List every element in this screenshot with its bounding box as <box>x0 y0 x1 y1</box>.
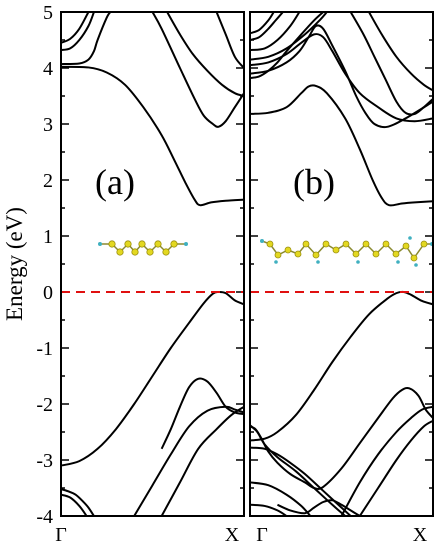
band-line-a-1 <box>61 290 244 467</box>
band-line-b-13 <box>250 424 346 516</box>
panel-label-a: (a) <box>95 162 135 202</box>
band-line-b-19 <box>277 499 361 516</box>
band-line-b-5 <box>250 33 433 123</box>
molecule-structure-b <box>260 236 434 267</box>
band-line-a-12 <box>61 488 95 516</box>
band-line-b-2 <box>250 84 433 207</box>
y-tick-label: -4 <box>36 506 53 528</box>
y-tick-label: 1 <box>43 226 53 248</box>
band-line-a-11 <box>160 405 244 516</box>
band-line-a-10 <box>133 405 244 516</box>
band-line-b-14 <box>250 446 352 516</box>
band-line-a-2 <box>61 65 244 207</box>
band-line-b-1 <box>250 290 433 442</box>
x-tick-x-b: X <box>413 524 428 546</box>
band-line-b-3 <box>250 12 324 80</box>
y-tick-label: -2 <box>36 394 53 416</box>
panel-frame-b <box>249 11 434 517</box>
band-line-a-4 <box>61 12 95 52</box>
band-line-b-15 <box>340 405 433 516</box>
y-tick-label: -1 <box>36 338 53 360</box>
x-tick-gamma-b: Γ <box>256 524 268 546</box>
band-line-a-7 <box>166 12 244 97</box>
band-line-a-5 <box>61 12 90 44</box>
y-tick-label: 0 <box>43 282 53 304</box>
panel-b: (b) Γ X <box>249 11 434 546</box>
y-tick-label: 5 <box>43 2 53 24</box>
y-axis-title: Energy (eV) <box>2 207 27 321</box>
band-line-b-17 <box>250 481 312 516</box>
band-line-a-9 <box>160 377 244 450</box>
panel-label-b: (b) <box>293 162 335 202</box>
band-line-b-7 <box>250 12 301 52</box>
band-line-a-3 <box>61 12 112 66</box>
band-lines-a <box>61 12 244 516</box>
band-line-b-10 <box>349 12 433 116</box>
band-line-a-6 <box>151 12 244 128</box>
band-line-b-8 <box>250 12 284 41</box>
band-line-b-16 <box>358 419 433 516</box>
band-line-b-12 <box>250 386 433 490</box>
band-line-b-4 <box>250 24 433 129</box>
panel-frame-a <box>60 11 245 517</box>
y-tick-label: 4 <box>43 58 53 80</box>
band-line-a-13 <box>61 493 88 516</box>
y-tick-label: -3 <box>36 450 53 472</box>
band-line-b-18 <box>250 503 288 516</box>
y-tick-label: 3 <box>43 114 53 136</box>
band-line-a-8 <box>215 12 244 69</box>
x-tick-x-a: X <box>225 524 240 546</box>
band-line-b-6 <box>250 12 328 61</box>
x-tick-gamma-a: Γ <box>55 524 67 546</box>
band-lines-b <box>250 12 433 516</box>
molecule-structure-a <box>98 240 188 256</box>
band-line-b-9 <box>250 12 275 35</box>
y-tick-label: 2 <box>43 170 53 192</box>
panel-a: (a) Γ X <box>55 11 245 546</box>
band-line-b-11 <box>368 12 433 92</box>
